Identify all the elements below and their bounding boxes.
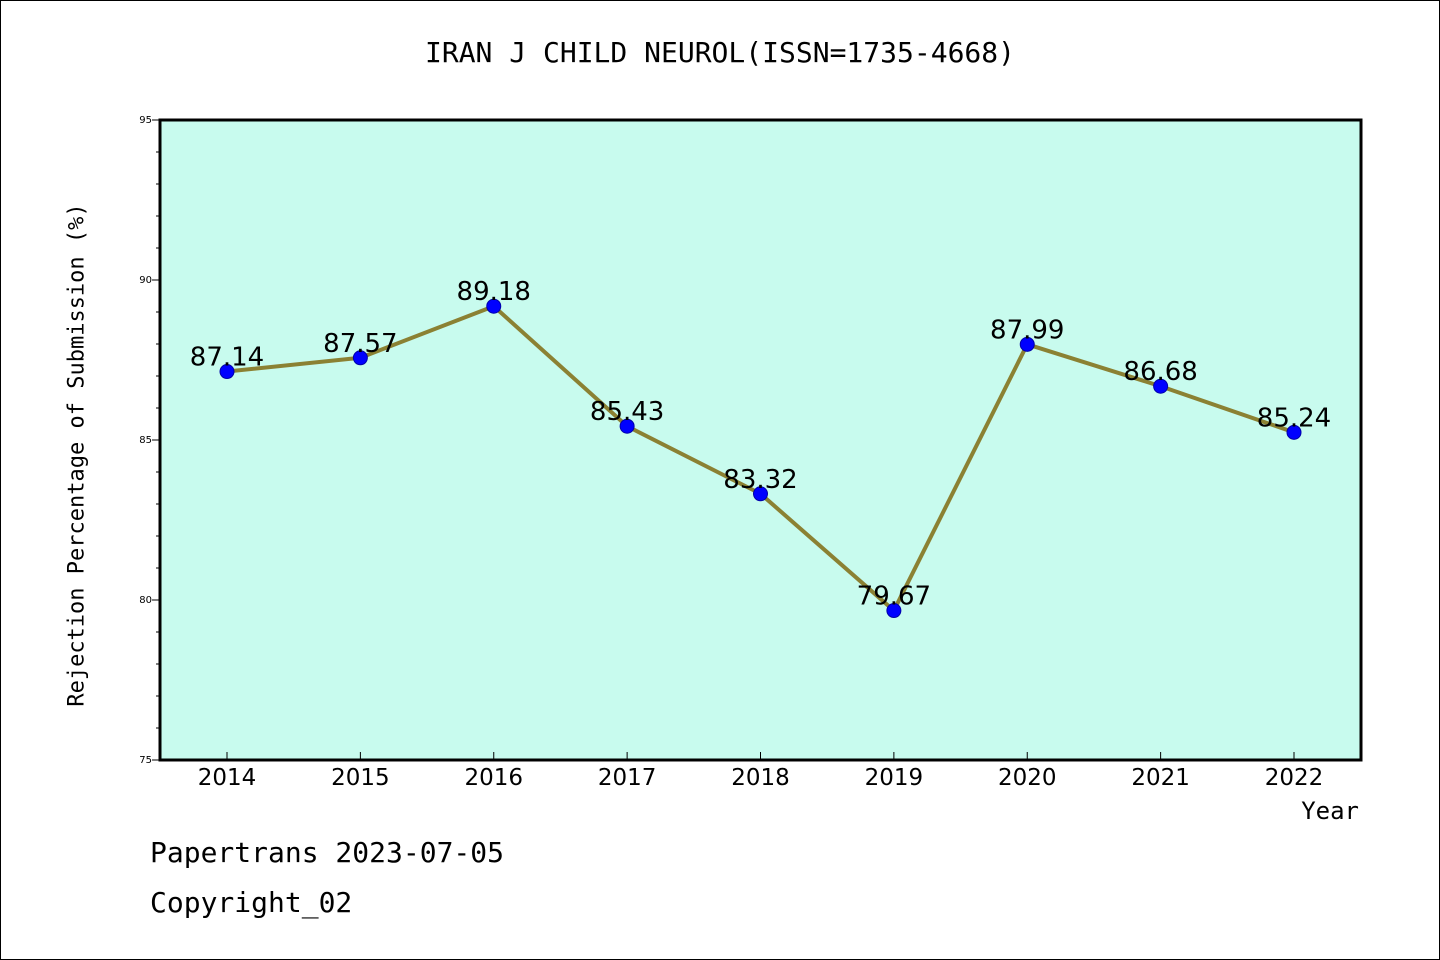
y-axis-ticks: 75 80 85 90 95 xyxy=(139,115,160,766)
x-tick-label: 2020 xyxy=(998,765,1057,791)
data-markers xyxy=(219,298,1302,619)
data-label: 79.67 xyxy=(857,582,931,612)
footer-copyright: Copyright_02 xyxy=(150,886,353,919)
data-label: 83.32 xyxy=(723,465,797,495)
x-tick-label: 2017 xyxy=(598,765,657,791)
data-label: 89.18 xyxy=(457,277,531,307)
data-label: 87.57 xyxy=(323,329,397,359)
data-point xyxy=(886,603,902,619)
data-point xyxy=(1286,424,1302,440)
data-labels: 87.14 87.57 89.18 85.43 83.32 79.67 87.99 86.68… xyxy=(190,277,1331,611)
x-tick-label: 2018 xyxy=(731,765,790,791)
x-tick-label: 2016 xyxy=(464,765,523,791)
data-point xyxy=(1019,336,1035,352)
chart-title: IRAN J CHILD NEUROL(ISSN=1735-4668) xyxy=(424,36,1015,69)
data-point xyxy=(219,364,235,380)
x-tick-label: 2019 xyxy=(865,765,924,791)
data-point xyxy=(352,350,368,366)
x-tick-label: 2015 xyxy=(331,765,390,791)
data-label: 85.24 xyxy=(1257,403,1331,433)
data-point xyxy=(486,298,502,314)
data-point xyxy=(1153,378,1169,394)
data-point xyxy=(619,418,635,434)
plot-area xyxy=(160,120,1361,760)
y-tick-label: 85 xyxy=(139,435,152,446)
x-axis-ticks: 2014 2015 2016 2017 2018 2019 2020 2021 2022 xyxy=(198,752,1324,791)
plot-border xyxy=(158,118,1363,762)
x-tick-label: 2021 xyxy=(1131,765,1190,791)
data-label: 87.14 xyxy=(190,343,264,373)
footer-papertrans: Papertrans 2023-07-05 xyxy=(150,836,505,869)
x-axis-label: Year xyxy=(1301,797,1359,825)
x-tick-label: 2022 xyxy=(1265,765,1324,791)
data-label: 85.43 xyxy=(590,397,664,427)
data-label: 86.68 xyxy=(1123,357,1197,387)
y-tick-label: 75 xyxy=(139,755,152,766)
x-tick-label: 2014 xyxy=(198,765,257,791)
y-tick-label: 80 xyxy=(139,595,152,606)
y-tick-label: 95 xyxy=(139,115,152,126)
data-label: 87.99 xyxy=(990,315,1064,345)
data-point xyxy=(753,486,768,502)
y-tick-label: 90 xyxy=(139,275,152,286)
